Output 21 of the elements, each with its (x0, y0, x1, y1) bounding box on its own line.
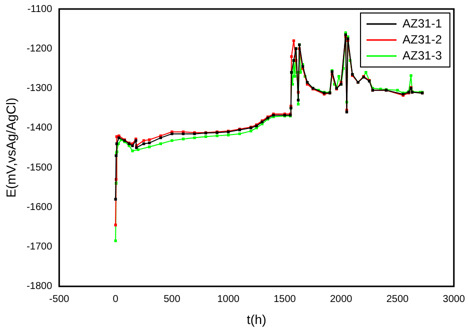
x-tick-label: 2500 (386, 294, 410, 306)
x-tick-label: 3000 (442, 294, 466, 306)
y-tick-label: -1300 (26, 83, 53, 94)
y-axis-title: E(mV,vsAg/AgCl) (3, 98, 18, 198)
y-tick-label: -1200 (26, 43, 53, 54)
y-tick-label: -1800 (26, 281, 53, 292)
y-tick-label: -1500 (26, 162, 53, 174)
y-tick-label: -1700 (26, 242, 53, 253)
x-tick-label: -500 (49, 294, 70, 306)
x-tick-label: 500 (164, 294, 181, 306)
x-axis-title: t(h) (246, 312, 266, 327)
x-tick-label: 2000 (330, 294, 353, 306)
y-tick-label: -1400 (26, 122, 53, 134)
x-tick-label: 1500 (274, 294, 296, 306)
x-tick-label: 0 (112, 294, 119, 306)
legend-label: AZ31-2 (402, 32, 442, 46)
legend-label: AZ31-1 (402, 16, 442, 30)
y-tick-label: -1100 (27, 4, 53, 15)
y-tick-label: -1600 (26, 202, 53, 213)
legend-label: AZ31-3 (402, 48, 442, 62)
x-tick-label: 1000 (217, 294, 240, 306)
